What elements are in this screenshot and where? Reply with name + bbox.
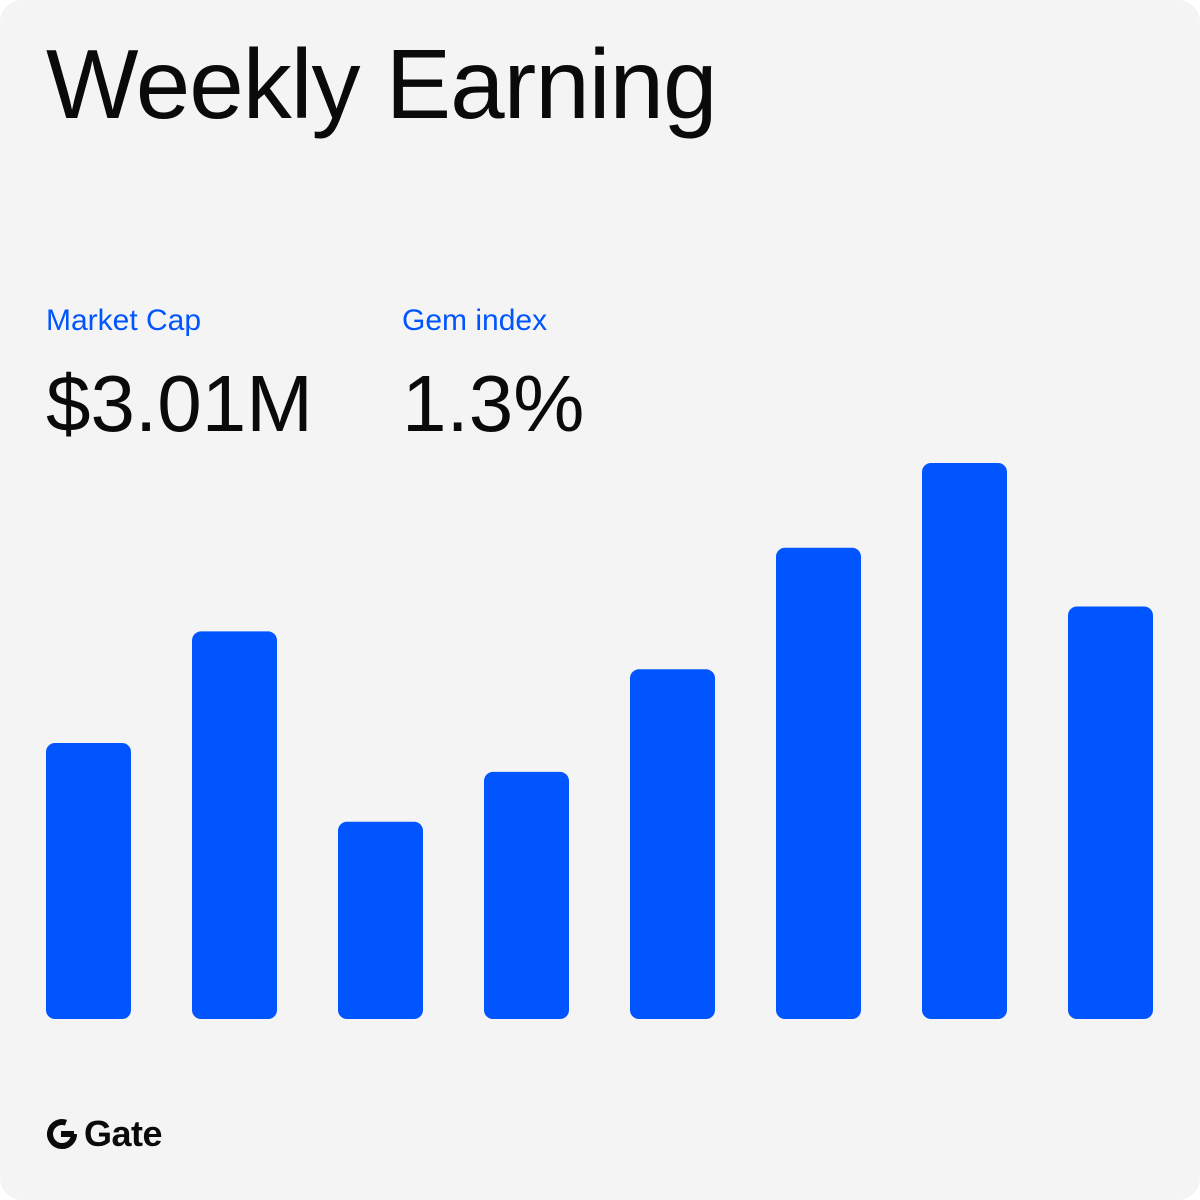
brand-name: Gate: [84, 1113, 163, 1154]
gate-logo-icon: [47, 1119, 77, 1149]
bar-5: [630, 669, 715, 1019]
page-title: Weekly Earning: [46, 29, 718, 139]
bar-6: [776, 547, 861, 1019]
market-cap-label: Market Cap: [46, 304, 202, 337]
gem-index-value: 1.3%: [402, 359, 585, 448]
market-cap-value: $3.01M: [46, 359, 313, 448]
gate-logo: Gate: [46, 1113, 163, 1154]
bar-4: [484, 771, 569, 1019]
bar-3: [338, 821, 423, 1019]
bar-2: [192, 631, 277, 1019]
bar-1: [46, 742, 131, 1019]
bar-7: [922, 462, 1007, 1019]
bar-8: [1068, 606, 1153, 1019]
gem-index-label: Gem index: [402, 304, 548, 337]
